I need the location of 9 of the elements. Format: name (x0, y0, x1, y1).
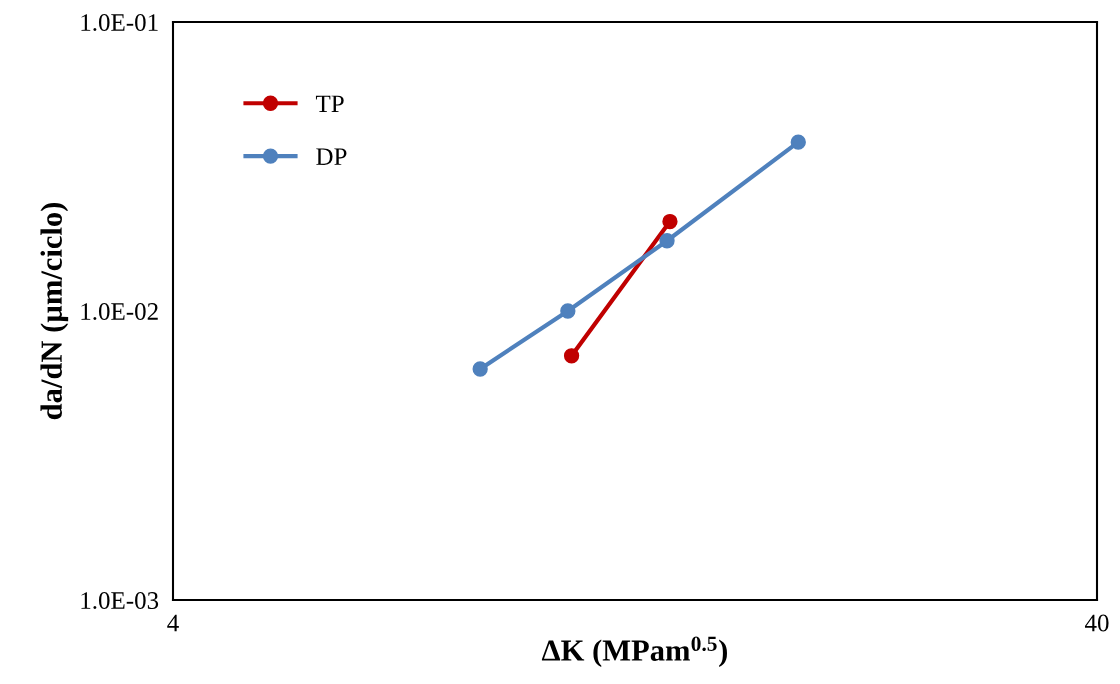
x-tick-label: 40 (1084, 614, 1109, 632)
y-tick-label: 1.0E-01 (81, 14, 158, 32)
y-tick-label: 1.0E-02 (81, 303, 158, 321)
y-tick-label: 1.0E-03 (81, 592, 159, 610)
x-tick-label: 4 (167, 614, 179, 632)
y-axis-title: da/dN (µm/ciclo) (40, 202, 69, 420)
legend-label: TP (315, 95, 344, 112)
x-axis-title: ΔK (MPam$^{0.5}$) (541, 636, 727, 668)
legend-label: DP (316, 148, 347, 165)
